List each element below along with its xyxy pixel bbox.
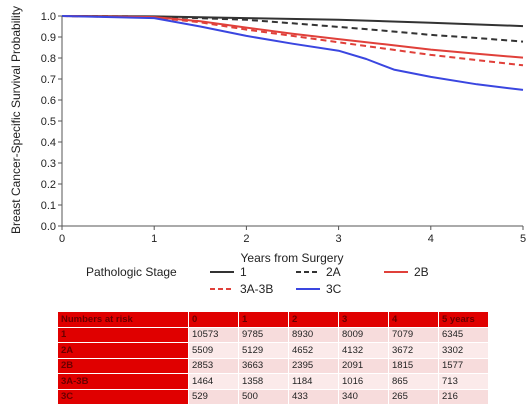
y-axis-ticks: 0.0 0.1 0.2 0.3 0.4 0.5 0.6 0.7 0.8 0.9 1.0	[41, 11, 62, 233]
risk-table-header-cell: Numbers at risk	[57, 311, 189, 328]
risk-table-row: 2B 2853 3663 2395 2091 1815 1577	[57, 357, 489, 374]
risk-table-header-cell: 3	[338, 311, 389, 328]
risk-table-value-cell: 3663	[238, 357, 289, 374]
risk-table-header-cell: 2	[288, 311, 339, 328]
y-tick-label: 1.0	[41, 11, 56, 23]
x-axis-label: Years from Surgery	[241, 251, 344, 265]
risk-table-stage-cell: 3C	[57, 388, 189, 405]
x-tick-label: 1	[151, 233, 157, 245]
risk-table-value-cell: 865	[388, 373, 439, 390]
y-tick-label: 0.3	[41, 158, 56, 170]
risk-table-value-cell: 9785	[238, 326, 289, 343]
y-axis-label: Breast Cancer-Specific Survival Probabil…	[9, 6, 23, 234]
risk-table-value-cell: 10573	[188, 326, 239, 343]
risk-table-header: Numbers at risk 0 1 2 3 4 5 years	[57, 311, 489, 328]
risk-table-header-cell: 1	[238, 311, 289, 328]
y-tick-label: 0.4	[41, 137, 56, 149]
risk-table-value-cell: 1184	[288, 373, 339, 390]
y-tick-label: 0.0	[41, 221, 56, 233]
risk-table-value-cell: 433	[288, 388, 339, 405]
risk-table-stage-cell: 2A	[57, 342, 189, 359]
legend-title: Pathologic Stage	[86, 265, 177, 279]
x-tick-label: 2	[243, 233, 249, 245]
series-line-3c	[61, 15, 524, 91]
x-tick-label: 0	[59, 233, 65, 245]
x-tick-label: 4	[428, 233, 434, 245]
risk-table-row: 2A 5509 5129 4652 4132 3672 3302	[57, 342, 489, 359]
y-tick-label: 0.8	[41, 53, 56, 65]
y-tick-label: 0.7	[41, 74, 56, 86]
risk-table-value-cell: 2091	[338, 357, 389, 374]
legend-label-2a: 2A	[326, 265, 341, 279]
risk-table-row: 1 10573 9785 8930 8009 7079 6345	[57, 326, 489, 343]
risk-table-value-cell: 5129	[238, 342, 289, 359]
legend-label-1: 1	[240, 265, 247, 279]
survival-chart: 0.0 0.1 0.2 0.3 0.4 0.5 0.6 0.7 0.8 0.9 1.0 0 1 2 3 4 5…	[9, 6, 526, 296]
x-tick-label: 5	[520, 233, 526, 245]
risk-table-value-cell: 8930	[288, 326, 339, 343]
risk-table-value-cell: 7079	[388, 326, 439, 343]
risk-table-value-cell: 5509	[188, 342, 239, 359]
y-tick-label: 0.1	[41, 200, 56, 212]
legend-label-3c: 3C	[326, 282, 342, 296]
x-axis-ticks: 0 1 2 3 4 5	[59, 226, 526, 245]
risk-table-value-cell: 6345	[438, 326, 489, 343]
risk-table-value-cell: 713	[438, 373, 489, 390]
plot-area	[61, 15, 524, 91]
risk-table-value-cell: 8009	[338, 326, 389, 343]
risk-table-stage-cell: 2B	[57, 357, 189, 374]
risk-table-value-cell: 340	[338, 388, 389, 405]
risk-table-stage-cell: 1	[57, 326, 189, 343]
legend: Pathologic Stage 1 2A 2B 3A-3B 3C	[86, 265, 429, 296]
risk-table-value-cell: 3672	[388, 342, 439, 359]
risk-table-value-cell: 529	[188, 388, 239, 405]
y-tick-label: 0.6	[41, 95, 56, 107]
numbers-at-risk-table: Numbers at risk 0 1 2 3 4 5 years 1 10573 9785 893…	[57, 311, 489, 405]
y-tick-label: 0.9	[41, 32, 56, 44]
legend-label-2b: 2B	[414, 265, 429, 279]
x-tick-label: 3	[336, 233, 342, 245]
risk-table-value-cell: 2395	[288, 357, 339, 374]
series-line-2a	[61, 15, 524, 43]
risk-table-row: 3A-3B 1464 1358 1184 1016 865 713	[57, 373, 489, 390]
risk-table-value-cell: 500	[238, 388, 289, 405]
risk-table-value-cell: 265	[388, 388, 439, 405]
risk-table-value-cell: 4652	[288, 342, 339, 359]
risk-table-value-cell: 4132	[338, 342, 389, 359]
risk-table-value-cell: 3302	[438, 342, 489, 359]
risk-table-header-cell: 5 years	[438, 311, 489, 328]
legend-label-3a-3b: 3A-3B	[240, 282, 273, 296]
risk-table-stage-cell: 3A-3B	[57, 373, 189, 390]
series-line-3a-3b	[61, 15, 524, 67]
risk-table-value-cell: 1016	[338, 373, 389, 390]
risk-table-value-cell: 1358	[238, 373, 289, 390]
risk-table-value-cell: 1464	[188, 373, 239, 390]
risk-table-value-cell: 2853	[188, 357, 239, 374]
risk-table-value-cell: 1577	[438, 357, 489, 374]
risk-table-header-cell: 4	[388, 311, 439, 328]
risk-table-header-cell: 0	[188, 311, 239, 328]
y-tick-label: 0.2	[41, 179, 56, 191]
risk-table-value-cell: 216	[438, 388, 489, 405]
y-tick-label: 0.5	[41, 116, 56, 128]
risk-table-row: 3C 529 500 433 340 265 216	[57, 388, 489, 405]
risk-table-value-cell: 1815	[388, 357, 439, 374]
